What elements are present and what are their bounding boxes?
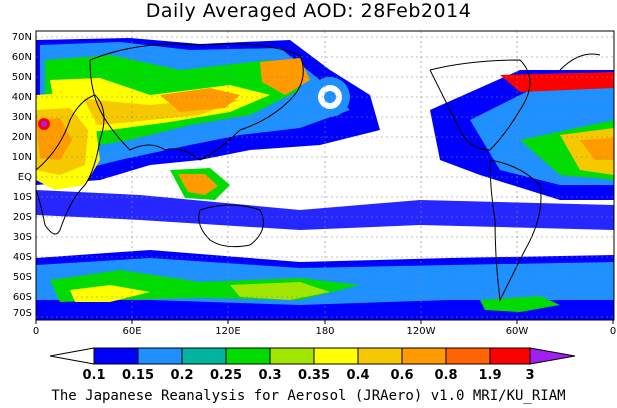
lat-label: EQ	[17, 172, 32, 183]
colorbar-low-triangle	[49, 347, 95, 365]
lat-label: 40S	[12, 252, 32, 263]
lat-label: 50S	[12, 272, 32, 283]
lat-label: 20S	[12, 212, 32, 223]
coastlines	[36, 43, 601, 302]
colorbar-label: 0.3	[258, 368, 282, 383]
lon-label: 0	[609, 326, 617, 337]
lon-label: 0	[32, 326, 40, 337]
colorbar-label: 0.6	[390, 368, 414, 383]
credit-line: The Japanese Reanalysis for Aerosol (JRA…	[51, 388, 566, 404]
colorbar-label: 3	[525, 368, 535, 383]
graticule	[36, 31, 614, 320]
colorbar-segment	[137, 347, 183, 365]
colorbar-segment	[445, 347, 491, 365]
colorbar-label: 0.4	[346, 368, 370, 383]
colorbar-label: 1.9	[478, 368, 502, 383]
lat-label: 30S	[12, 232, 32, 243]
colorbar-segment	[225, 347, 271, 365]
colorbar-segment	[181, 347, 227, 365]
colorbar-label: 0.35	[297, 368, 331, 383]
colorbar-label: 0.15	[121, 368, 155, 383]
lat-label: 50N	[11, 72, 32, 83]
lon-label: 180	[315, 326, 335, 337]
colorbar-label: 0.8	[434, 368, 458, 383]
colorbar-segment	[489, 347, 531, 365]
lat-label: 70N	[11, 32, 32, 43]
aod-field	[36, 38, 614, 320]
colorbar-segment	[357, 347, 403, 365]
colorbar	[49, 347, 576, 365]
lon-label: 120E	[215, 326, 241, 337]
x-tick-marks	[35, 320, 614, 324]
lat-label: 20N	[11, 132, 32, 143]
colorbar-label: 0.2	[170, 368, 194, 383]
lat-label: 10S	[12, 192, 32, 203]
map-title: Daily Averaged AOD: 28Feb2014	[145, 0, 472, 22]
colorbar-segment	[401, 347, 447, 365]
colorbar-label: 0.1	[82, 368, 106, 383]
lon-label: 120W	[406, 326, 436, 337]
lon-label: 60W	[505, 326, 529, 337]
lat-label: 60S	[12, 292, 32, 303]
colorbar-label: 0.25	[209, 368, 243, 383]
lat-label: 60N	[11, 52, 32, 63]
colorbar-segment	[93, 347, 139, 365]
lat-label: 30N	[11, 112, 32, 123]
lon-label: 60E	[122, 326, 142, 337]
lat-label: 40N	[11, 92, 32, 103]
colorbar-high-triangle	[529, 347, 576, 365]
lat-label: 10N	[11, 152, 32, 163]
colorbar-segment	[313, 347, 359, 365]
colorbar-segment	[269, 347, 315, 365]
lat-label: 70S	[12, 308, 32, 319]
